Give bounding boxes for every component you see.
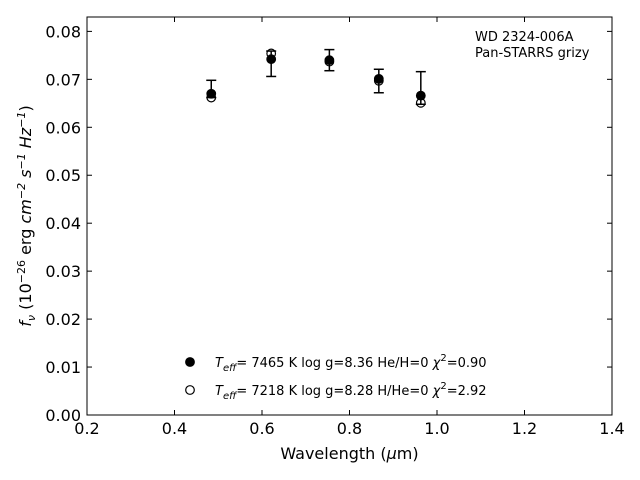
legend-label: Teff= 7218 K log g=8.28 H/He=0 χ2=2.92: [215, 381, 487, 402]
y-tick-label: 0.02: [45, 310, 81, 329]
y-tick-label: 0.04: [45, 214, 81, 233]
data-point-open: [415, 97, 426, 108]
y-tick-label: 0.07: [45, 70, 81, 89]
y-tick-label: 0.08: [45, 22, 81, 41]
plot-area: [206, 48, 426, 108]
legend-label: Teff= 7465 K log g=8.36 He/H=0 χ2=0.90: [215, 353, 487, 374]
x-tick-label: 0.8: [337, 419, 362, 438]
data-point-open: [324, 56, 335, 67]
data-point-open: [373, 75, 384, 86]
data-point-filled: [415, 90, 426, 101]
data-point-open: [206, 92, 217, 103]
legend: Teff= 7465 K log g=8.36 He/H=0 χ2=0.90 Te…: [185, 353, 487, 402]
data-point-open: [266, 48, 277, 59]
y-tick-label: 0.06: [45, 118, 81, 137]
x-tick-label: 0.2: [74, 419, 99, 438]
axes: 0.2 0.4 0.6 0.8 1.0 1.2 1.4 0.00 0.01 0.02 0.03 0.0…: [45, 16, 625, 438]
x-axis-label: Wavelength (μm): [280, 444, 418, 463]
y-tick-label: 0.05: [45, 166, 81, 185]
annotation-line: WD 2324-006A: [475, 30, 574, 45]
y-tick-label: 0.03: [45, 262, 81, 281]
x-tick-label: 1.2: [512, 419, 537, 438]
legend-marker: [185, 357, 195, 367]
x-tick-label: 1.0: [424, 419, 449, 438]
x-tick-label: 0.4: [162, 419, 187, 438]
y-axis-label: fν (10−26 erg cm−2 s−1 Hz−1): [15, 105, 38, 326]
y-tick-label: 0.00: [45, 406, 81, 425]
chart-text: Wavelength (μm) fν (10−26 erg cm−2 s−1 Hz…: [15, 30, 590, 463]
x-tick-label: 0.6: [249, 419, 274, 438]
annotation-line: Pan-STARRS grizy: [475, 46, 590, 61]
legend-marker: [185, 385, 195, 395]
y-tick-label: 0.01: [45, 358, 81, 377]
x-tick-label: 1.4: [599, 419, 624, 438]
